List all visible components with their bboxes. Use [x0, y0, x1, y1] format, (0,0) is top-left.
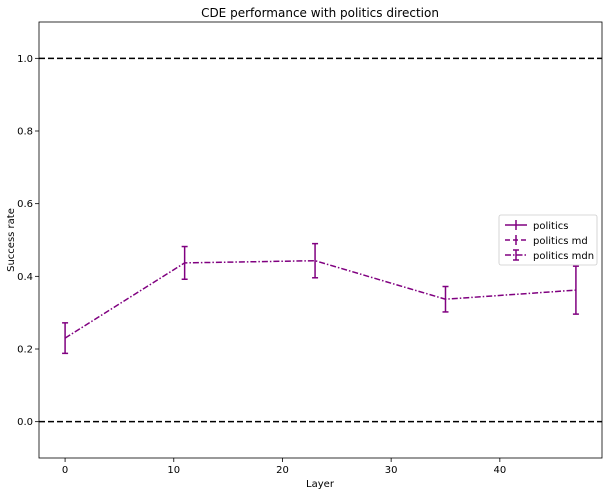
legend-box — [498, 214, 598, 266]
legend-label: politics md — [533, 236, 588, 247]
series-layer — [62, 242, 579, 355]
legend-item-politics-md: politics md — [505, 235, 588, 247]
series-line — [64, 259, 576, 339]
y-tick-label: 0.8 — [17, 127, 33, 138]
y-tick-label: 0.4 — [17, 272, 33, 283]
y-tick-label: 0.2 — [17, 345, 33, 356]
x-axis-label: Layer — [306, 479, 335, 490]
series-politics-mdn — [62, 242, 579, 355]
y-ticks: 0.0 0.2 0.4 0.6 0.8 1.0 — [17, 54, 39, 428]
chart-title: CDE performance with politics direction — [201, 6, 439, 20]
x-tick-label: 10 — [167, 465, 180, 476]
legend-label: politics mdn — [533, 251, 594, 262]
y-tick-label: 0.6 — [17, 199, 33, 210]
legend-item-politics: politics — [505, 220, 568, 232]
legend: politics politics md politics mdn — [498, 214, 598, 266]
y-axis-label: Success rate — [6, 208, 17, 272]
reference-lines — [39, 57, 602, 423]
x-ticks: 0 10 20 30 40 — [62, 458, 506, 476]
x-tick-label: 0 — [62, 465, 68, 476]
y-tick-label: 0.0 — [17, 417, 33, 428]
x-tick-label: 20 — [276, 465, 289, 476]
x-tick-label: 30 — [385, 465, 398, 476]
legend-item-politics-mdn: politics mdn — [505, 249, 594, 262]
y-tick-label: 1.0 — [17, 54, 33, 65]
legend-label: politics — [533, 221, 568, 232]
x-tick-label: 40 — [493, 465, 506, 476]
